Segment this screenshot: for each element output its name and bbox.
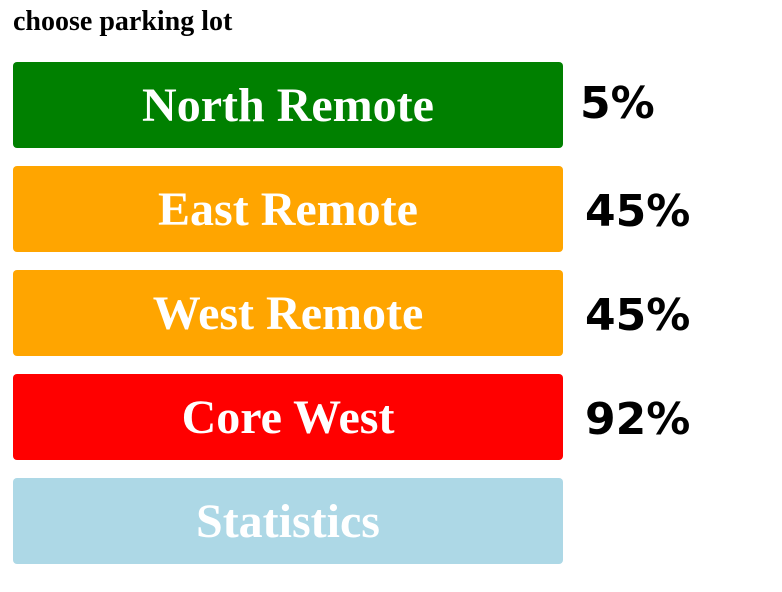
statistics-button[interactable]: Statistics bbox=[13, 478, 563, 564]
lot-row-core-west: Core West 92% bbox=[13, 374, 713, 460]
east-remote-occupancy: 45% bbox=[585, 185, 691, 237]
page-title: choose parking lot bbox=[13, 6, 233, 37]
west-remote-button[interactable]: West Remote bbox=[13, 270, 563, 356]
west-remote-occupancy: 45% bbox=[585, 289, 691, 341]
north-remote-occupancy: 5% bbox=[580, 77, 655, 129]
lot-row-statistics: Statistics bbox=[13, 478, 713, 564]
core-west-occupancy: 92% bbox=[585, 393, 691, 445]
lot-row-north-remote: North Remote 5% bbox=[13, 62, 713, 148]
lot-row-west-remote: West Remote 45% bbox=[13, 270, 713, 356]
lot-row-east-remote: East Remote 45% bbox=[13, 166, 713, 252]
north-remote-button[interactable]: North Remote bbox=[13, 62, 563, 148]
core-west-button[interactable]: Core West bbox=[13, 374, 563, 460]
east-remote-button[interactable]: East Remote bbox=[13, 166, 563, 252]
